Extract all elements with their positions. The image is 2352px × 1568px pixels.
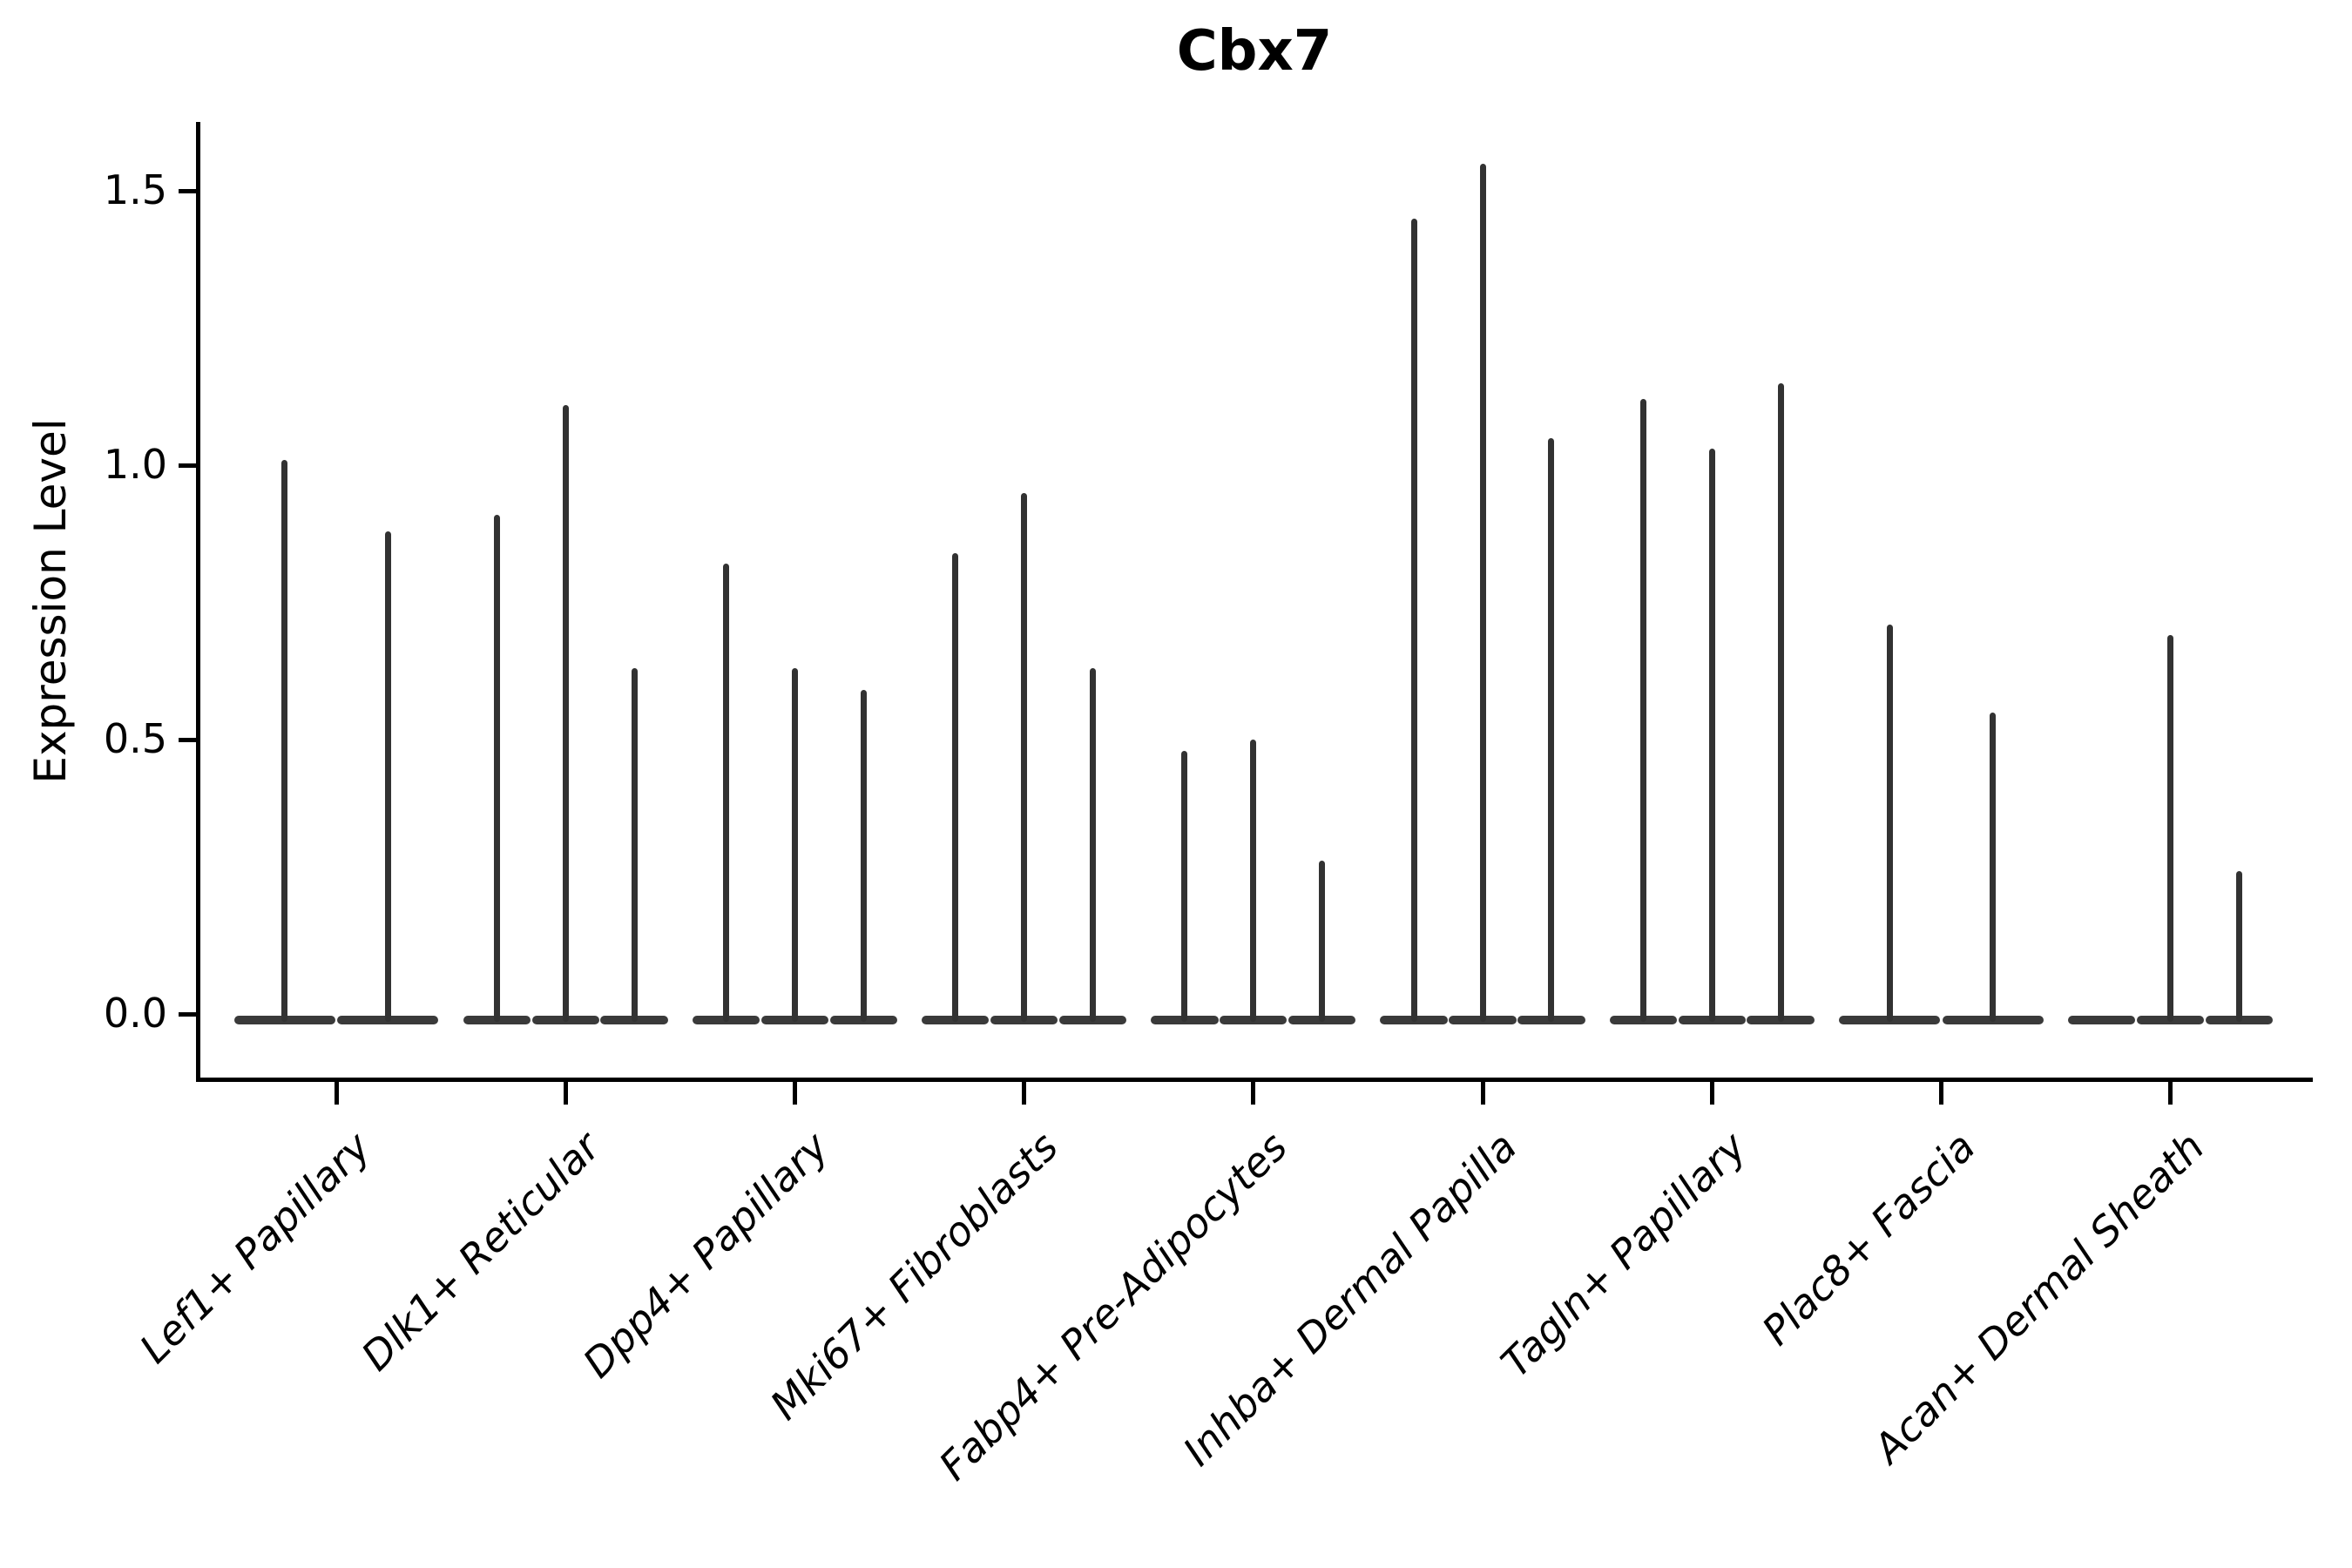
x-tick (1251, 1082, 1256, 1105)
chart-title: Cbx7 (1176, 19, 1333, 84)
y-tick-label: 1.5 (103, 166, 167, 213)
y-tick-label: 0.0 (103, 990, 167, 1037)
y-tick-label: 0.5 (103, 715, 167, 762)
x-axis-line (196, 1078, 2313, 1082)
violin-spike (281, 459, 288, 1022)
violin-spike (1319, 860, 1326, 1022)
violin-spike (1639, 399, 1646, 1022)
x-category-label: Lef1+ Papillary (130, 1123, 380, 1373)
violin-spike (1250, 740, 1257, 1022)
violin-spike (1990, 712, 1997, 1022)
x-tick (2168, 1082, 2173, 1105)
x-category-label: Dpp4+ Papillary (574, 1123, 838, 1387)
violin-spike (1708, 449, 1715, 1022)
violin-spike (1548, 437, 1555, 1022)
x-tick (1022, 1082, 1027, 1105)
violin-spike (562, 404, 569, 1022)
violin-spike (952, 552, 959, 1022)
violin-spike (631, 668, 638, 1022)
x-tick (1709, 1082, 1714, 1105)
violin-spike (791, 668, 798, 1022)
x-category-label: Tagln+ Papillary (1491, 1123, 1755, 1387)
violin-spike (1479, 163, 1486, 1022)
violin-spike (384, 531, 391, 1022)
violin-spike (1886, 624, 1893, 1022)
x-tick (1480, 1082, 1485, 1105)
y-tick (179, 737, 196, 742)
y-tick-label: 1.0 (103, 441, 167, 488)
x-category-label: Dlk1+ Reticular (351, 1123, 609, 1380)
violin-spike (1181, 750, 1188, 1022)
violin-spike (1777, 382, 1784, 1022)
y-tick (179, 188, 196, 193)
violin-spike (1090, 668, 1097, 1022)
y-tick (179, 463, 196, 468)
y-axis-line (196, 122, 200, 1082)
violin-spike (722, 564, 729, 1022)
violin-spike (493, 514, 500, 1022)
x-tick (792, 1082, 797, 1105)
violin-base (2067, 1016, 2136, 1024)
x-category-label: Plac8+ Fascia (1753, 1123, 1984, 1355)
x-tick (334, 1082, 339, 1105)
y-tick (179, 1011, 196, 1017)
violin-spike (2236, 871, 2243, 1022)
x-tick (563, 1082, 568, 1105)
violin-spike (1021, 492, 1028, 1022)
violin-spike (2167, 635, 2174, 1022)
x-tick (1938, 1082, 1943, 1105)
violin-spike (1410, 218, 1417, 1022)
violin-spike (860, 690, 867, 1022)
